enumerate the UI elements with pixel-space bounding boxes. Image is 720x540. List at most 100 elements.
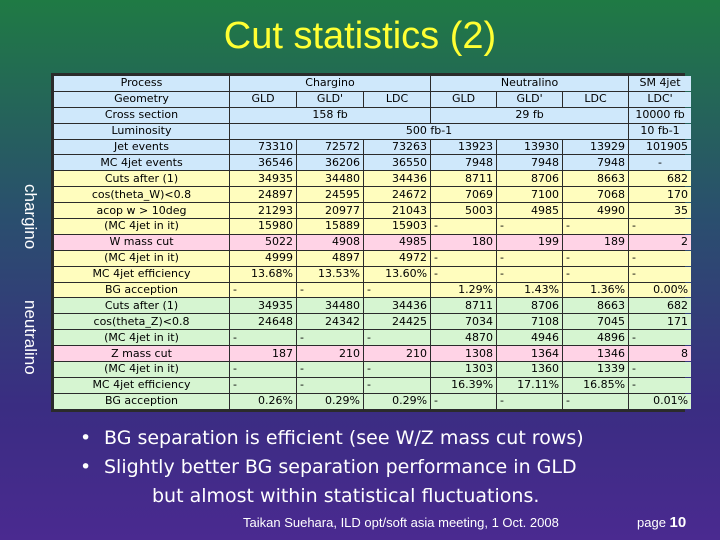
neutralino-cut-cell: - bbox=[563, 393, 629, 409]
jet-events-cell: 72572 bbox=[297, 139, 363, 155]
jet-events-cell: 101905 bbox=[629, 139, 692, 155]
chargino-cut-cell: 7100 bbox=[497, 187, 563, 203]
geometry-cell: LDC bbox=[364, 91, 431, 107]
chargino-cut-cell: 15889 bbox=[297, 219, 363, 234]
neutralino-cut-cell: 8706 bbox=[497, 298, 563, 314]
neutralino-cut-cell: 16.39% bbox=[431, 377, 497, 393]
neutralino-cut-cell: 8663 bbox=[563, 298, 629, 314]
neutralino-cut-cell: 187 bbox=[230, 346, 296, 362]
chargino-cut-cell: 13.53% bbox=[297, 266, 363, 282]
neutralino-cut-row: cos(theta_Z)<0.8 24648 24342 24425 7034 7108 7… bbox=[54, 314, 692, 330]
chargino-cut-cell: - bbox=[431, 250, 497, 266]
chargino-cut-cell: - bbox=[629, 219, 692, 234]
jet-events-cell: 13923 bbox=[431, 139, 497, 155]
neutralino-cut-cell: 0.26% bbox=[230, 393, 296, 409]
mc-events-row: MC 4jet events 36546 36206 36550 7948 79… bbox=[54, 155, 692, 171]
chargino-cut-cell: 4972 bbox=[364, 250, 431, 266]
chargino-cut-cell: 21293 bbox=[230, 203, 296, 219]
chargino-cut-cell: - bbox=[497, 250, 563, 266]
chargino-cut-cell: 4985 bbox=[364, 234, 431, 250]
neutralino-cut-cell: 1308 bbox=[431, 346, 497, 362]
chargino-cut-cell: 1.29% bbox=[431, 282, 497, 298]
geometry-cell: GLD bbox=[431, 91, 497, 107]
geometry-cell: LDC' bbox=[629, 91, 692, 107]
chargino-cut-cell: 682 bbox=[629, 171, 692, 187]
chargino-cut-label: Cuts after (1) bbox=[54, 171, 229, 187]
luminosity-row: Luminosity 500 fb-1 10 fb-1 bbox=[54, 123, 692, 139]
neutralino-cut-cell: 1303 bbox=[431, 362, 497, 377]
chargino-cut-cell: 21043 bbox=[364, 203, 431, 219]
bullet-text: BG separation is efficient (see W/Z mass… bbox=[104, 427, 584, 449]
chargino-cut-cell: 24595 bbox=[297, 187, 363, 203]
neutralino-cut-row: Cuts after (1) 34935 34480 34436 8711 8706 866… bbox=[54, 298, 692, 314]
chargino-cut-cell: 8706 bbox=[497, 171, 563, 187]
neutralino-cut-cell: 1364 bbox=[497, 346, 563, 362]
chargino-cut-label: cos(theta_W)<0.8 bbox=[54, 187, 229, 203]
mc-events-cell: 7948 bbox=[431, 155, 497, 171]
neutralino-cut-cell: 1346 bbox=[563, 346, 629, 362]
neutralino-cut-cell: 7108 bbox=[497, 314, 563, 330]
chargino-cut-label: BG acception bbox=[54, 282, 229, 298]
page-label: page bbox=[637, 515, 666, 530]
chargino-header: Chargino bbox=[230, 76, 431, 91]
neutralino-cut-label: MC 4jet efficiency bbox=[54, 377, 229, 393]
chargino-cut-cell: - bbox=[563, 266, 629, 282]
bullet-text: Slightly better BG separation performanc… bbox=[104, 456, 577, 478]
chargino-cut-row: cos(theta_W)<0.8 24897 24595 24672 7069 7100 7… bbox=[54, 187, 692, 203]
chargino-cut-cell: 34436 bbox=[364, 171, 431, 187]
cross-section-label: Cross section bbox=[54, 107, 229, 123]
page-indicator: page 10 bbox=[637, 514, 686, 531]
chargino-cut-cell: 15980 bbox=[230, 219, 296, 234]
chargino-cut-cell: 4999 bbox=[230, 250, 296, 266]
cut-table: Process Chargino Neutralino SM 4jet Geom… bbox=[53, 75, 692, 410]
footer-text: Taikan Suehara, ILD opt/soft asia meetin… bbox=[243, 515, 559, 530]
chargino-cut-row: (MC 4jet in it) 15980 15889 15903- - - - bbox=[54, 219, 692, 234]
jet-events-cell: 13929 bbox=[563, 139, 629, 155]
chargino-cut-cell: 35 bbox=[629, 203, 692, 219]
neutralino-cut-cell: 34935 bbox=[230, 298, 296, 314]
geometry-label: Geometry bbox=[54, 91, 229, 107]
bullet-dot: • bbox=[80, 427, 92, 449]
chargino-cut-cell: 20977 bbox=[297, 203, 363, 219]
mc-events-cell: 36206 bbox=[297, 155, 363, 171]
neutralino-cut-cell: - bbox=[297, 330, 363, 346]
neutralino-cut-cell: - bbox=[629, 362, 692, 377]
geometry-cell: GLD' bbox=[497, 91, 563, 107]
chargino-cut-cell: 13.60% bbox=[364, 266, 431, 282]
jet-events-cell: 13930 bbox=[497, 139, 563, 155]
chargino-cut-cell: 170 bbox=[629, 187, 692, 203]
side-label-chargino: chargino bbox=[21, 184, 40, 250]
mc-events-cell: 7948 bbox=[497, 155, 563, 171]
chargino-cut-cell: 13.68% bbox=[230, 266, 296, 282]
neutralino-cut-row: Z mass cut 187 210 210 1308 1364 1346 8 bbox=[54, 346, 692, 362]
chargino-cut-row: BG acception - - -1.29% 1.43% 1.36% 0.00% bbox=[54, 282, 692, 298]
chargino-cut-cell: 8711 bbox=[431, 171, 497, 187]
geometry-row: Geometry GLD GLD' LDC GLD GLD' LDC LDC' bbox=[54, 91, 692, 107]
neutralino-cut-cell: - bbox=[297, 362, 363, 377]
neutralino-header: Neutralino bbox=[431, 76, 629, 91]
chargino-cut-cell: 7069 bbox=[431, 187, 497, 203]
chargino-cut-row: acop w > 10deg 21293 20977 21043 5003 4985 499… bbox=[54, 203, 692, 219]
sm4jet-header: SM 4jet bbox=[629, 76, 692, 91]
chargino-cut-cell: - bbox=[563, 250, 629, 266]
chargino-cut-row: MC 4jet efficiency 13.68% 13.53% 13.60% - - - - bbox=[54, 266, 692, 282]
chargino-cut-cell: 1.36% bbox=[563, 282, 629, 298]
neutralino-cut-cell: 7034 bbox=[431, 314, 497, 330]
neutralino-cut-cell: - bbox=[629, 330, 692, 346]
chargino-cut-cell: - bbox=[497, 219, 563, 234]
chargino-cut-cell: 2 bbox=[629, 234, 692, 250]
neutralino-cut-cell: - bbox=[629, 377, 692, 393]
chargino-cut-cell: - bbox=[431, 219, 497, 234]
chargino-cut-row: (MC 4jet in it) 4999 4897 4972- - - - bbox=[54, 250, 692, 266]
neutralino-cut-row: MC 4jet efficiency - - -16.39% 17.11% 16.85% - bbox=[54, 377, 692, 393]
neutralino-cut-cell: 210 bbox=[297, 346, 363, 362]
chargino-cut-label: (MC 4jet in it) bbox=[54, 219, 229, 234]
neutralino-cut-cell: 0.29% bbox=[364, 393, 431, 409]
chargino-cut-cell: 7068 bbox=[563, 187, 629, 203]
neutralino-cut-cell: - bbox=[230, 362, 296, 377]
luminosity-signal: 500 fb-1 bbox=[230, 123, 629, 139]
jet-events-cell: 73310 bbox=[230, 139, 296, 155]
chargino-cut-cell: 4990 bbox=[563, 203, 629, 219]
bullet-dot: • bbox=[80, 456, 92, 478]
neutralino-cut-cell: - bbox=[297, 377, 363, 393]
